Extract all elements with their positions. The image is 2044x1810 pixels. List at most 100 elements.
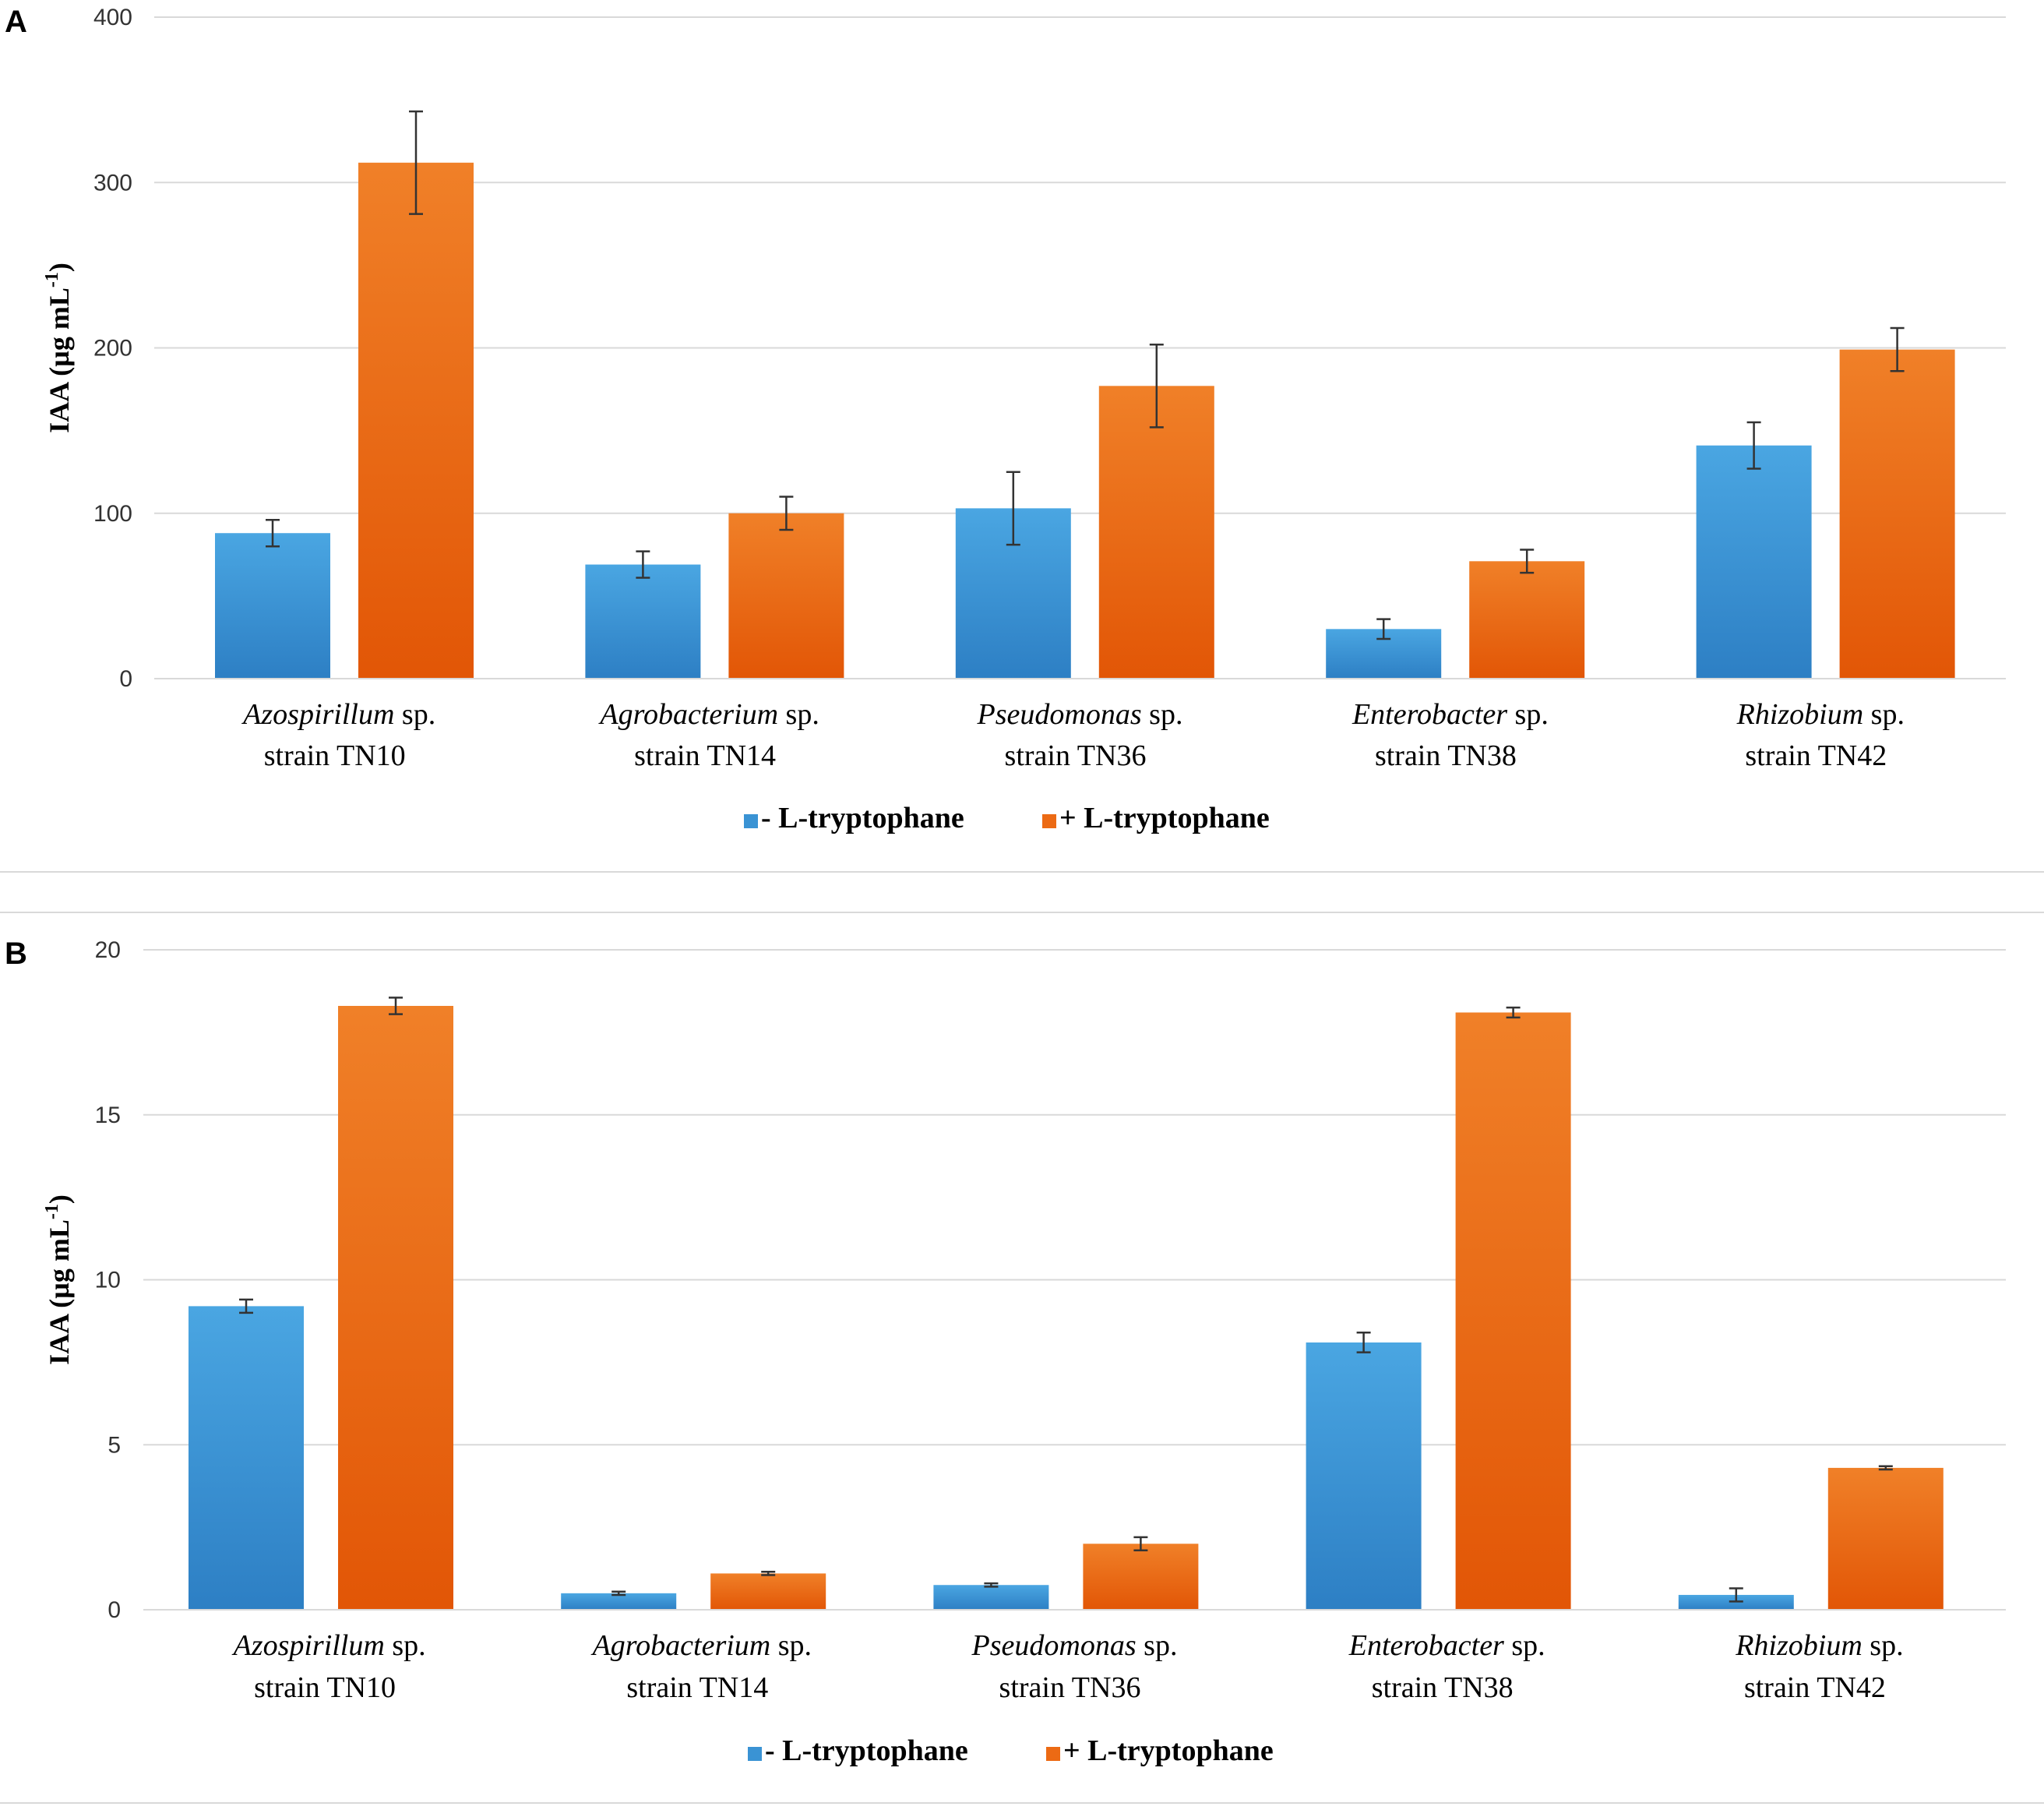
x-category-label: Pseudomonas sp. — [977, 698, 1183, 731]
x-category-genus: Azospirillum — [241, 698, 394, 731]
x-category-sp: sp. — [1863, 698, 1905, 731]
x-category-strain-id: TN36 — [1072, 1671, 1141, 1704]
x-category-strain-id: TN10 — [326, 1671, 396, 1704]
bar-plus-tryptophane — [1455, 1012, 1571, 1610]
legend-label-minus: - L-tryptophane — [765, 1734, 968, 1767]
x-category-genus: Rhizobium — [1736, 698, 1864, 731]
bar-minus-tryptophane — [1306, 1342, 1422, 1610]
x-category-strain-word: strain — [1005, 739, 1077, 772]
x-category-strain-id: TN38 — [1447, 739, 1517, 772]
x-category-genus: Enterobacter — [1352, 698, 1507, 731]
y-tick-label: 20 — [95, 937, 121, 963]
x-category-label: Agrobacterium sp. — [597, 698, 819, 731]
y-axis-label-close: ) — [44, 1194, 75, 1204]
x-category-genus: Agrobacterium — [590, 1629, 771, 1662]
bar-minus-tryptophane — [933, 1585, 1049, 1610]
x-category-strain-word: strain — [1375, 739, 1447, 772]
legend-swatch-minus — [748, 1747, 762, 1761]
bar-plus-tryptophane — [358, 162, 474, 679]
x-category-strain: strain TN36 — [1005, 739, 1147, 772]
x-category-strain-word: strain — [626, 1671, 699, 1704]
x-category-label: Agrobacterium sp. — [590, 1629, 812, 1662]
panel-divider — [0, 871, 2044, 873]
legend-label-plus: + L-tryptophane — [1059, 802, 1270, 834]
x-category-strain-id: TN36 — [1077, 739, 1147, 772]
x-category-sp: sp. — [1863, 1629, 1904, 1662]
y-tick-label: 300 — [93, 170, 132, 196]
bar-plus-tryptophane — [1083, 1544, 1199, 1610]
x-category-label: Enterobacter sp. — [1348, 1629, 1545, 1662]
x-category-genus: Pseudomonas — [977, 698, 1142, 731]
y-tick-label: 400 — [93, 5, 132, 30]
x-category-genus: Pseudomonas — [971, 1629, 1137, 1662]
x-category-strain: strain TN14 — [634, 739, 776, 772]
x-category-strain-id: TN10 — [337, 739, 406, 772]
x-category-sp: sp. — [778, 698, 819, 731]
panel-letter-b: B — [5, 937, 27, 971]
x-category-strain: strain TN10 — [264, 739, 406, 772]
y-axis-label-text: IAA (µg mL — [44, 288, 75, 433]
y-axis-label-sup: -1 — [42, 272, 62, 288]
bar-minus-tryptophane — [561, 1593, 677, 1610]
legend-swatch-minus — [744, 814, 758, 828]
bar-plus-tryptophane — [710, 1573, 826, 1610]
x-category-strain-word: strain — [254, 1671, 326, 1704]
bar-plus-tryptophane — [1827, 1467, 1944, 1610]
x-category-strain: strain TN38 — [1372, 1671, 1514, 1704]
panel-divider — [0, 1802, 2044, 1804]
panel-b: B 0 5 10 15 20 IAA (µg mL-1) Azospirillum sp. s… — [0, 904, 2044, 1810]
x-category-strain-word: strain — [1744, 1671, 1817, 1704]
x-category-label: Enterobacter sp. — [1352, 698, 1549, 731]
y-tick-label: 0 — [107, 1597, 121, 1623]
bar-plus-tryptophane — [1098, 386, 1214, 679]
bar-plus-tryptophane — [1469, 561, 1585, 679]
x-category-sp: sp. — [394, 698, 435, 731]
legend-label-plus: + L-tryptophane — [1063, 1734, 1274, 1767]
y-tick-label: 200 — [93, 336, 132, 362]
bar-minus-tryptophane — [215, 533, 330, 679]
y-axis-label: IAA (µg mL-1) — [42, 1194, 75, 1365]
y-axis-label-sup: -1 — [42, 1204, 62, 1219]
bar-plus-tryptophane — [1839, 349, 1955, 679]
panel-a: A 0 100 200 300 400 IAA (µg mL-1) Azospirillum… — [0, 0, 2044, 904]
y-tick-label: 0 — [119, 666, 132, 692]
x-category-strain-id: TN14 — [700, 1671, 769, 1704]
x-category-label: Azospirillum sp. — [241, 698, 435, 731]
x-category-strain-word: strain — [1745, 739, 1817, 772]
x-category-sp: sp. — [1137, 1629, 1178, 1662]
x-category-label: Rhizobium sp. — [1736, 698, 1905, 731]
x-category-genus: Azospirillum — [231, 1629, 385, 1662]
x-category-strain-id: TN42 — [1817, 1671, 1886, 1704]
y-axis-label-close: ) — [44, 263, 75, 272]
x-category-strain-word: strain — [999, 1671, 1072, 1704]
x-category-label: Azospirillum sp. — [231, 1629, 426, 1662]
x-category-strain-word: strain — [634, 739, 707, 772]
legend-swatch-plus — [1046, 1747, 1060, 1761]
bar-minus-tryptophane — [585, 564, 701, 679]
x-category-genus: Agrobacterium — [597, 698, 778, 731]
bar-minus-tryptophane — [1696, 445, 1812, 679]
y-axis-label: IAA (µg mL-1) — [42, 263, 75, 433]
bar-plus-tryptophane — [728, 513, 844, 679]
x-category-sp: sp. — [1142, 698, 1183, 731]
x-category-sp: sp. — [770, 1629, 812, 1662]
panel-letter-a: A — [5, 5, 27, 39]
y-tick-label: 15 — [95, 1103, 121, 1128]
x-category-strain: strain TN42 — [1745, 739, 1887, 772]
legend-swatch-plus — [1042, 814, 1056, 828]
y-tick-label: 5 — [107, 1432, 121, 1458]
x-category-sp: sp. — [385, 1629, 426, 1662]
x-category-strain-id: TN42 — [1818, 739, 1887, 772]
chart-a: 0 100 200 300 400 IAA (µg mL-1) Azospirillum s… — [42, 5, 2006, 834]
y-tick-label: 100 — [93, 501, 132, 527]
x-category-sp: sp. — [1507, 698, 1549, 731]
x-category-label: Rhizobium sp. — [1735, 1629, 1903, 1662]
bar-minus-tryptophane — [189, 1306, 304, 1610]
panel-divider — [0, 912, 2044, 913]
x-category-strain: strain TN42 — [1744, 1671, 1886, 1704]
x-category-label: Pseudomonas sp. — [971, 1629, 1178, 1662]
x-category-strain-id: TN38 — [1444, 1671, 1514, 1704]
x-category-strain-word: strain — [1372, 1671, 1444, 1704]
bar-plus-tryptophane — [338, 1005, 453, 1610]
